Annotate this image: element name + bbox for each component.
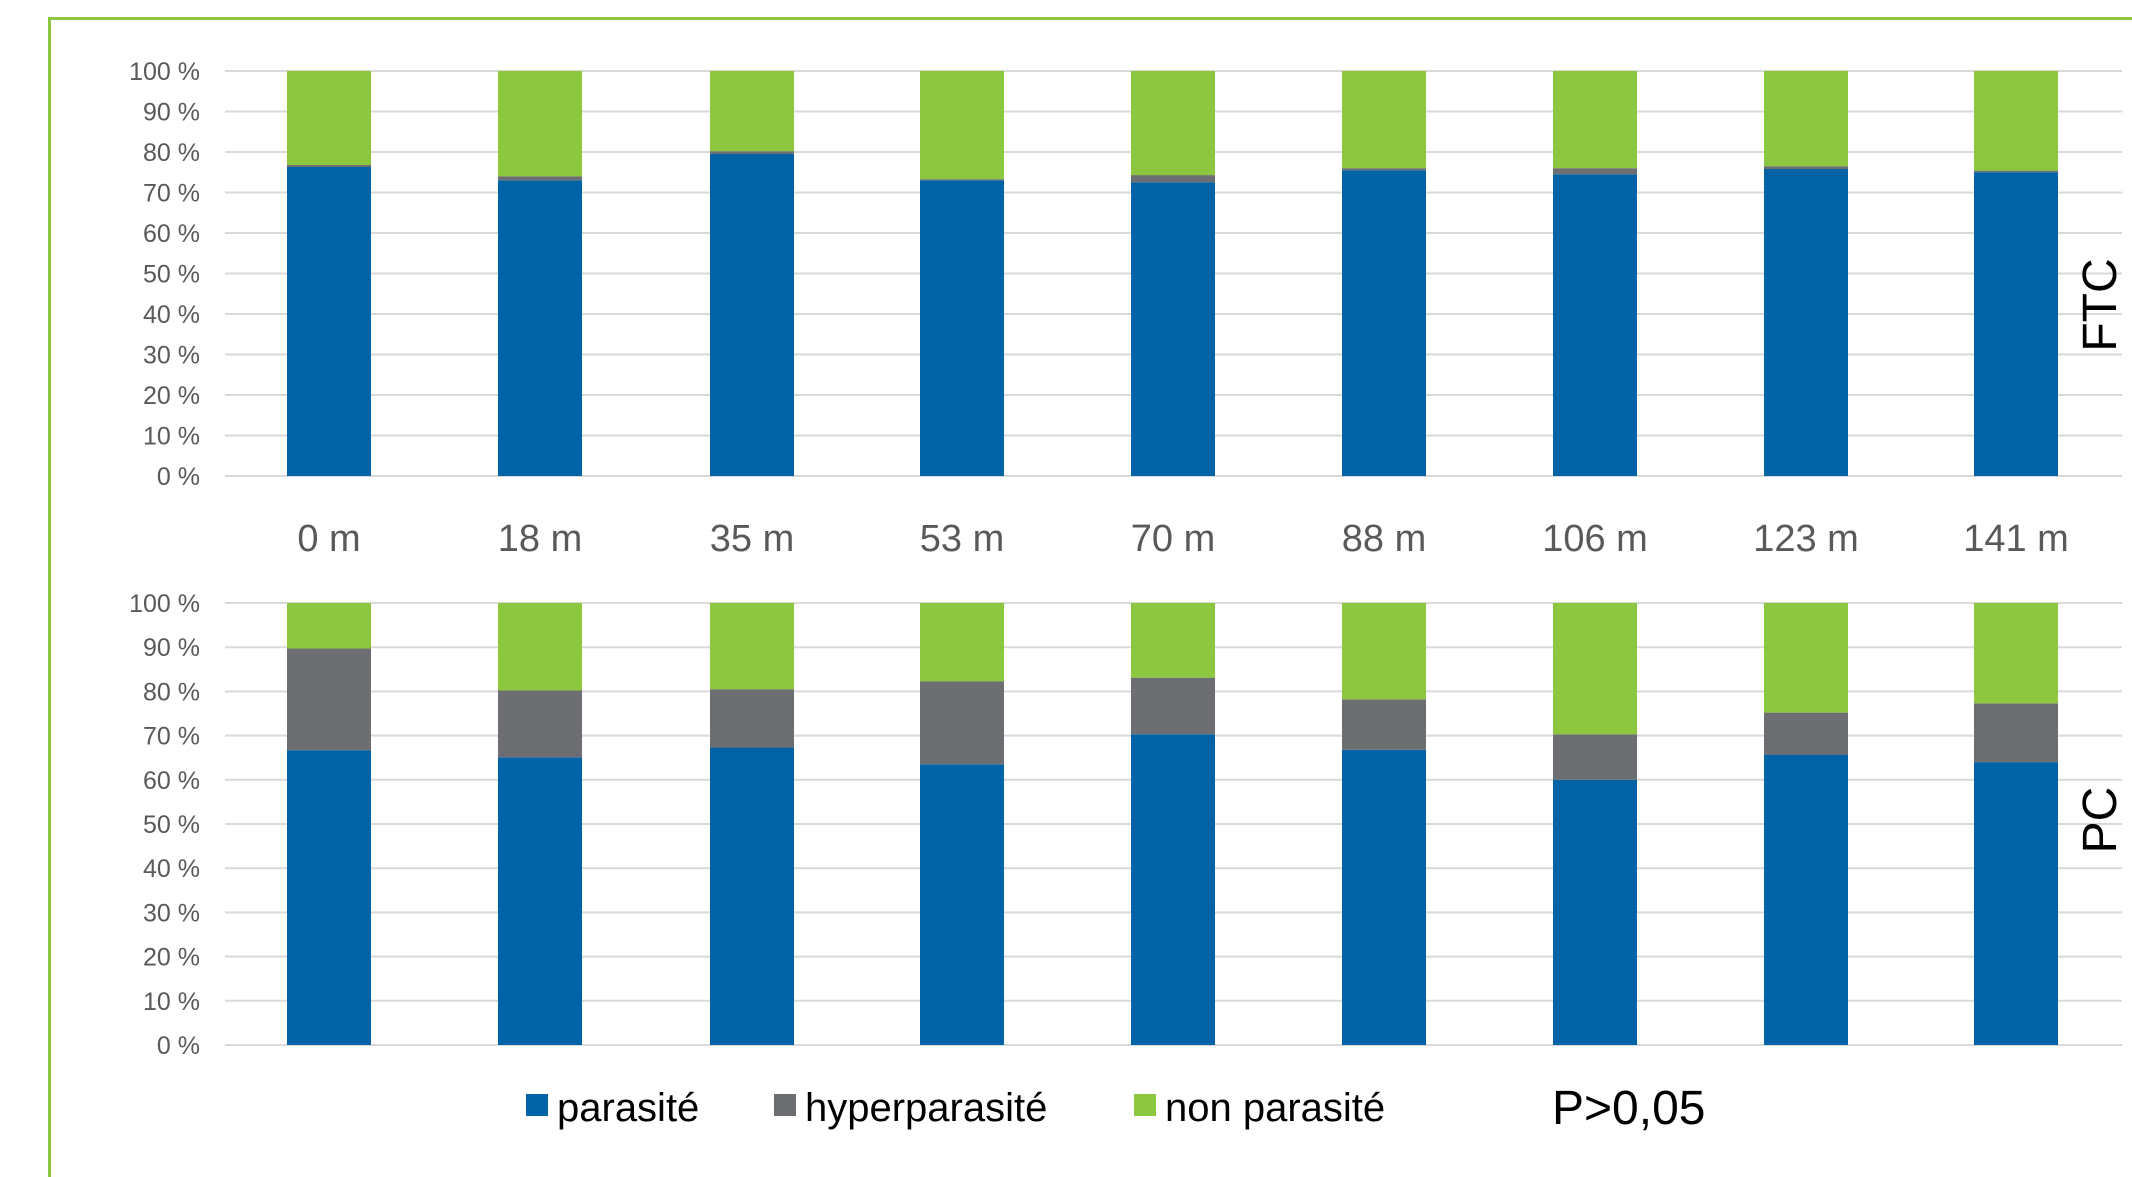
bar-segment-hyperparasite xyxy=(1974,170,2058,173)
y-tick-label: 70 % xyxy=(143,723,200,751)
y-tick-label: 0 % xyxy=(157,1032,200,1060)
bar-segment-non-parasite xyxy=(1342,71,1426,169)
bar-segment-parasite xyxy=(710,747,794,1045)
bar-segment-hyperparasite xyxy=(287,164,371,167)
legend-label-non-parasite: non parasité xyxy=(1165,1086,1385,1130)
bar-segment-parasite xyxy=(920,764,1004,1045)
bar-segment-hyperparasite xyxy=(920,179,1004,181)
bar-segment-non-parasite xyxy=(710,71,794,152)
x-category-label: 35 m xyxy=(710,518,794,560)
bar-segment-non-parasite xyxy=(1764,71,1848,167)
legend-label-hyperparasite: hyperparasité xyxy=(805,1086,1047,1130)
legend-swatch-parasite xyxy=(526,1094,548,1116)
legend-swatch-non-parasite xyxy=(1134,1094,1156,1116)
stacked-bar-chart-figure: 0 % 10 % 20 % 30 % 40 % 50 % 60 % 70 % 80 % 90 % 1… xyxy=(129,58,2127,1135)
bar-segment-hyperparasite xyxy=(710,689,794,748)
ftc-panel-label: FTC xyxy=(2074,258,2127,351)
bar-segment-hyperparasite xyxy=(1764,712,1848,755)
p-value-annotation: P>0,05 xyxy=(1552,1082,1705,1135)
pc-panel-label: PC xyxy=(2074,787,2127,854)
bar-segment-hyperparasite xyxy=(1974,703,2058,763)
bar-segment-hyperparasite xyxy=(1131,677,1215,735)
y-tick-label: 10 % xyxy=(143,988,200,1016)
bar-segment-hyperparasite xyxy=(1342,168,1426,171)
figure-frame xyxy=(48,17,2132,1177)
pc-chart-panel: 0 % 10 % 20 % 30 % 40 % 50 % 60 % 70 % 80 % 90 % 1… xyxy=(129,590,2122,1060)
bar-segment-non-parasite xyxy=(1553,71,1637,169)
x-category-label: 18 m xyxy=(498,518,582,560)
bar-segment-parasite xyxy=(1974,172,2058,476)
y-tick-label: 30 % xyxy=(143,342,200,370)
x-category-label: 88 m xyxy=(1342,518,1426,560)
y-tick-label: 0 % xyxy=(157,463,200,491)
bar-segment-hyperparasite xyxy=(1553,734,1637,780)
bar-segment-hyperparasite xyxy=(1553,168,1637,175)
y-tick-label: 100 % xyxy=(129,58,200,86)
y-tick-label: 80 % xyxy=(143,678,200,706)
bar-segment-parasite xyxy=(287,750,371,1045)
bar-segment-parasite xyxy=(1131,182,1215,476)
legend-label-parasite: parasité xyxy=(557,1086,699,1130)
bar-segment-hyperparasite xyxy=(498,176,582,181)
bar-segment-parasite xyxy=(1342,749,1426,1045)
ftc-chart-panel: 0 % 10 % 20 % 30 % 40 % 50 % 60 % 70 % 80 % 90 % 1… xyxy=(129,58,2122,560)
y-tick-label: 20 % xyxy=(143,382,200,410)
y-tick-label: 30 % xyxy=(143,899,200,927)
legend: parasité hyperparasité non parasité xyxy=(526,1086,1385,1130)
bar-segment-non-parasite xyxy=(1974,71,2058,171)
bar-segment-non-parasite xyxy=(287,71,371,165)
x-category-label: 141 m xyxy=(1963,518,2069,560)
bar-segment-parasite xyxy=(287,166,371,477)
y-tick-label: 40 % xyxy=(143,301,200,329)
bar-segment-non-parasite xyxy=(1553,603,1637,735)
legend-swatch-hyperparasite xyxy=(774,1094,796,1116)
bar-segment-non-parasite xyxy=(498,71,582,177)
bar-segment-non-parasite xyxy=(1764,603,1848,713)
bar-segment-hyperparasite xyxy=(710,151,794,155)
bar-segment-parasite xyxy=(1764,754,1848,1045)
x-category-label: 0 m xyxy=(297,518,360,560)
y-tick-label: 10 % xyxy=(143,423,200,451)
y-tick-label: 90 % xyxy=(143,99,200,127)
y-tick-label: 60 % xyxy=(143,767,200,795)
bar-segment-hyperparasite xyxy=(1764,166,1848,170)
bar-segment-hyperparasite xyxy=(920,681,1004,765)
bar-segment-non-parasite xyxy=(1974,603,2058,704)
y-tick-label: 50 % xyxy=(143,811,200,839)
bar-segment-parasite xyxy=(920,180,1004,476)
bar-segment-parasite xyxy=(498,757,582,1045)
bar-segment-non-parasite xyxy=(1131,71,1215,176)
bar-segment-parasite xyxy=(710,154,794,476)
y-tick-label: 60 % xyxy=(143,220,200,248)
bar-segment-non-parasite xyxy=(1342,603,1426,700)
bar-segment-non-parasite xyxy=(498,603,582,691)
y-tick-label: 70 % xyxy=(143,180,200,208)
y-tick-label: 100 % xyxy=(129,590,200,618)
bar-segment-non-parasite xyxy=(1131,603,1215,678)
y-tick-label: 90 % xyxy=(143,634,200,662)
bar-segment-hyperparasite xyxy=(498,690,582,758)
bar-segment-parasite xyxy=(1553,779,1637,1045)
bar-segment-hyperparasite xyxy=(287,648,371,751)
x-category-label: 123 m xyxy=(1753,518,1859,560)
bar-segment-hyperparasite xyxy=(1131,175,1215,183)
bar-segment-non-parasite xyxy=(287,603,371,649)
bar-segment-parasite xyxy=(1131,734,1215,1045)
y-tick-label: 40 % xyxy=(143,855,200,883)
x-category-label: 70 m xyxy=(1131,518,1215,560)
bar-segment-non-parasite xyxy=(920,603,1004,682)
x-category-label: 53 m xyxy=(920,518,1004,560)
bar-segment-non-parasite xyxy=(920,71,1004,180)
bar-segment-parasite xyxy=(1342,170,1426,476)
bar-segment-parasite xyxy=(1974,762,2058,1045)
y-tick-label: 20 % xyxy=(143,944,200,972)
y-tick-label: 80 % xyxy=(143,139,200,167)
bar-segment-non-parasite xyxy=(710,603,794,690)
x-category-label: 106 m xyxy=(1542,518,1648,560)
bar-segment-hyperparasite xyxy=(1342,699,1426,750)
bar-segment-parasite xyxy=(1553,174,1637,476)
bar-segment-parasite xyxy=(498,180,582,476)
y-tick-label: 50 % xyxy=(143,261,200,289)
bar-segment-parasite xyxy=(1764,169,1848,476)
